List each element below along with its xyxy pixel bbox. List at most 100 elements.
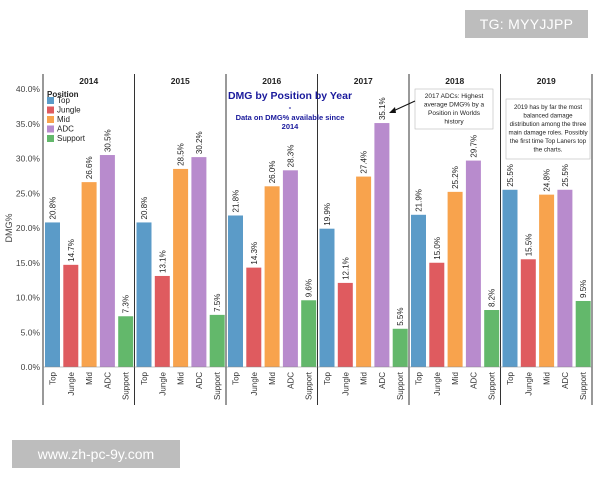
data-label-2017-support: 5.5% [396, 308, 405, 326]
legend-swatch-mid [47, 116, 54, 123]
legend-swatch-jungle [47, 106, 54, 114]
x-tick-label-2018-top: Top [415, 371, 424, 384]
data-label-2019-adc: 25.5% [561, 164, 570, 187]
bar-2019-top [502, 189, 518, 367]
x-tick-label-2016-support: Support [305, 371, 314, 400]
data-label-2014-mid: 26.6% [85, 156, 94, 179]
annotation-2019-line: balanced damage [523, 113, 573, 120]
data-label-2014-adc: 30.5% [103, 129, 112, 152]
bar-2014-top [45, 222, 60, 367]
year-header-2018: 2018 [445, 76, 464, 86]
x-tick-label-2017-adc: ADC [378, 372, 387, 389]
data-label-2018-mid: 25.2% [451, 166, 460, 189]
annotation-2017-line: average DMG% by a [424, 102, 485, 109]
year-header-2014: 2014 [79, 76, 98, 86]
x-tick-label-2014-jungle: Jungle [67, 371, 76, 395]
annotation-2019-line: 2019 has by far the most [514, 104, 582, 111]
x-tick-label-2018-adc: ADC [469, 372, 478, 389]
annotation-2017-line: Position in Worlds [428, 110, 481, 117]
annotation-box-2019 [505, 98, 591, 160]
legend-label-support: Support [57, 134, 86, 143]
annotation-2019-line: distribution among the three [510, 121, 587, 128]
x-tick-label-2017-top: Top [323, 371, 332, 384]
x-tick-label-2014-adc: ADC [103, 372, 112, 389]
data-label-2014-top: 20.8% [49, 197, 58, 220]
data-label-2019-jungle: 15.5% [524, 234, 533, 257]
legend-label-top: Top [57, 96, 70, 105]
x-tick-label-2019-adc: ADC [561, 372, 570, 389]
annotation-2019-line: the charts. [534, 147, 563, 154]
bar-2015-mid [173, 168, 189, 367]
data-label-2015-support: 7.5% [213, 294, 222, 312]
annotation-2017-line: history [444, 119, 464, 126]
bar-2018-jungle [429, 262, 445, 367]
y-axis-label: DMG% [4, 214, 14, 243]
x-tick-label-2016-mid: Mid [268, 372, 277, 385]
data-label-2018-top: 21.9% [415, 189, 424, 212]
bar-2018-top [411, 214, 426, 367]
bar-2015-jungle [154, 275, 170, 367]
data-label-2017-mid: 27.4% [360, 151, 369, 174]
bar-2017-top [319, 228, 335, 367]
annotation-2019-line: main damage roles. Possibly [508, 130, 588, 137]
data-label-2017-adc: 35.1% [378, 97, 387, 120]
x-tick-label-2016-jungle: Jungle [250, 371, 259, 395]
bar-2017-support [392, 328, 408, 367]
x-tick-label-2019-jungle: Jungle [524, 371, 533, 395]
x-tick-label-2018-support: Support [488, 371, 497, 400]
x-tick-label-2015-jungle: Jungle [158, 371, 167, 395]
bar-2015-top [136, 222, 152, 367]
chart-title: DMG by Position by Year [228, 90, 352, 102]
legend-swatch-adc [47, 125, 54, 133]
x-tick-label-2014-top: Top [49, 371, 58, 384]
x-tick-label-2016-top: Top [232, 371, 241, 384]
bar-2016-top [228, 215, 243, 367]
year-header-2016: 2016 [262, 76, 281, 86]
x-tick-label-2017-mid: Mid [360, 372, 369, 385]
year-header-2017: 2017 [354, 76, 373, 86]
bar-2014-adc [99, 155, 115, 367]
x-tick-label-2014-support: Support [122, 371, 131, 400]
data-label-2019-top: 25.5% [506, 164, 515, 187]
bar-2017-adc [374, 123, 390, 368]
annotation-2019-line: the first time Top Laners top [510, 138, 587, 145]
y-tick-label: 0.0% [21, 362, 41, 372]
annotation-box-2017 [414, 88, 494, 130]
year-header-2015: 2015 [171, 76, 190, 86]
y-tick-label: 5.0% [21, 327, 41, 337]
y-tick-label: 30.0% [16, 154, 41, 164]
x-tick-label-2017-jungle: Jungle [341, 371, 350, 395]
watermark-bottom: www.zh-pc-9y.com [12, 440, 180, 468]
data-label-2016-mid: 26.0% [268, 161, 277, 184]
bar-2018-adc [465, 160, 481, 367]
data-label-2018-adc: 29.7% [469, 135, 478, 158]
legend-label-adc: ADC [57, 125, 74, 134]
data-label-2018-support: 8.2% [488, 289, 497, 307]
data-label-2016-jungle: 14.3% [250, 242, 259, 265]
x-tick-label-2015-support: Support [213, 371, 222, 400]
data-label-2015-adc: 30.2% [195, 131, 204, 154]
bar-2019-adc [557, 189, 573, 367]
x-tick-label-2018-jungle: Jungle [433, 371, 442, 395]
y-tick-label: 10.0% [16, 293, 41, 303]
bar-2014-jungle [63, 264, 79, 367]
data-label-2016-top: 21.8% [232, 190, 241, 213]
data-label-2014-support: 7.3% [122, 295, 131, 313]
legend-label-mid: Mid [57, 115, 70, 124]
data-label-2017-top: 19.9% [323, 203, 332, 226]
data-label-2015-mid: 28.5% [177, 143, 186, 166]
bar-2019-jungle [520, 259, 536, 367]
chart-subtitle-line2: 2014 [282, 122, 300, 131]
data-label-2019-mid: 24.8% [543, 169, 552, 192]
annotation-2017-line: 2017 ADCs: Highest [425, 93, 484, 100]
x-tick-label-2015-adc: ADC [195, 372, 204, 389]
annotation-arrow-head [389, 107, 396, 113]
bar-2014-mid [81, 182, 97, 367]
x-tick-label-2015-top: Top [140, 371, 149, 384]
chart-title-separator: - [289, 103, 292, 112]
x-tick-label-2016-adc: ADC [286, 372, 295, 389]
bar-2016-support [301, 300, 317, 367]
data-label-2015-top: 20.8% [140, 197, 149, 220]
